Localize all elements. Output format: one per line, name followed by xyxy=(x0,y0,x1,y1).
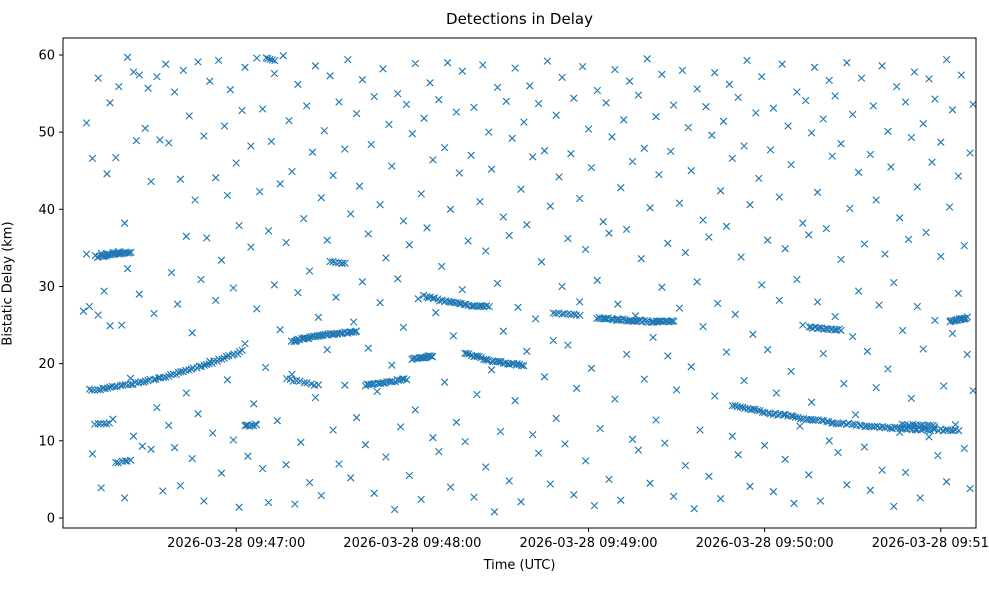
plot-title: Detections in Delay xyxy=(446,10,593,28)
y-tick-label: 0 xyxy=(47,511,55,526)
plot-border xyxy=(62,37,977,529)
x-tick-label: 2026-03-28 09:50:00 xyxy=(696,536,834,551)
scatter-points xyxy=(79,52,977,516)
y-axis-label: Bistatic Delay (km) xyxy=(0,221,16,346)
plot-area xyxy=(63,38,976,528)
x-tick-label: 2026-03-28 09:48:00 xyxy=(343,536,481,551)
x-axis-label: Time (UTC) xyxy=(483,558,556,573)
y-tick-label: 50 xyxy=(38,126,55,141)
x-tick-label: 2026-03-28 09:49:00 xyxy=(519,536,657,551)
axis-ticks: 2026-03-28 09:47:00 2026-03-28 09:48:00 20… xyxy=(38,48,989,551)
y-tick-label: 20 xyxy=(38,357,55,372)
x-tick-label: 2026-03-28 09:51:00 xyxy=(872,536,989,551)
y-tick-label: 10 xyxy=(38,434,55,449)
y-tick-label: 40 xyxy=(38,203,55,218)
y-tick-label: 30 xyxy=(38,280,55,295)
y-tick-label: 60 xyxy=(38,48,55,63)
x-tick-label: 2026-03-28 09:47:00 xyxy=(167,536,305,551)
